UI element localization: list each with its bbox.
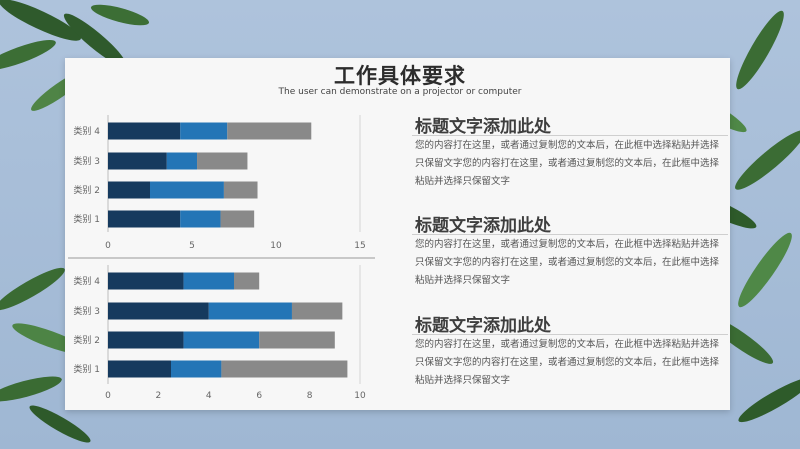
chart2-bar-3-series-1 — [108, 331, 184, 349]
chart2-bar-1-series-1 — [108, 272, 184, 290]
chart1-category-label: 类别 4 — [73, 125, 100, 137]
section-1-body: 您的内容打在这里，或者通过复制您的文本后，在此框中选择粘贴并选择只保留文字您的内… — [415, 140, 720, 187]
chart1-category-label: 类别 3 — [73, 155, 100, 167]
page-title: 工作具体要求 — [334, 64, 466, 88]
chart2-category-label: 类别 2 — [73, 334, 100, 346]
chart2-tick-label: 6 — [256, 391, 262, 401]
chart2-bar-3-series-2 — [183, 331, 260, 349]
chart1-bar-3-series-3 — [223, 181, 258, 199]
chart1-tick-label: 0 — [105, 241, 111, 251]
chart1-bar-3-series-2 — [150, 181, 224, 199]
chart2-bar-2-series-3 — [291, 302, 343, 320]
chart1-bar-1-series-3 — [227, 122, 312, 140]
leaf-decoration-top-left — [0, 0, 150, 111]
page-subtitle: The user can demonstrate on a projector … — [278, 87, 522, 97]
chart1-bar-2-series-1 — [108, 152, 167, 170]
chart2-bar-3-series-3 — [259, 331, 335, 349]
chart2-bar-2-series-1 — [108, 302, 209, 320]
chart1-category-label: 类别 2 — [73, 184, 100, 196]
chart2-tick-label: 2 — [156, 391, 162, 401]
chart1-bar-2-series-3 — [197, 152, 248, 170]
section-1-divider — [412, 135, 728, 136]
chart1-bar-1-series-1 — [108, 122, 181, 140]
section-3-body: 您的内容打在这里，或者通过复制您的文本后，在此框中选择粘贴并选择只保留文字您的内… — [415, 339, 720, 386]
section-3-divider — [412, 334, 728, 335]
chart2-tick-label: 8 — [307, 391, 313, 401]
chart1-bar-4-series-1 — [108, 210, 181, 228]
chart1-bar-3-series-1 — [108, 181, 150, 199]
chart2-bar-4-series-3 — [221, 360, 348, 378]
chart2-bar-1-series-3 — [234, 272, 260, 290]
chart2-tick-label: 4 — [206, 391, 212, 401]
chart2-category-label: 类别 4 — [73, 275, 100, 287]
chart2-bar-4-series-1 — [108, 360, 171, 378]
chart1-bar-2-series-2 — [166, 152, 198, 170]
chart1-bar-4-series-2 — [180, 210, 221, 228]
chart2-bar-1-series-2 — [183, 272, 234, 290]
chart1-bar-4-series-3 — [220, 210, 255, 228]
chart2-category-label: 类别 3 — [73, 305, 100, 317]
section-2-heading: 标题文字添加此处 — [415, 216, 551, 236]
section-3-heading: 标题文字添加此处 — [415, 316, 551, 336]
chart2-bar-4-series-2 — [171, 360, 222, 378]
section-2-divider — [412, 234, 728, 235]
chart1-tick-label: 10 — [270, 241, 282, 251]
chart1-tick-label: 5 — [189, 241, 195, 251]
chart2-tick-label: 0 — [105, 391, 111, 401]
chart1-tick-label: 15 — [354, 241, 365, 251]
chart1-category-label: 类别 1 — [73, 213, 100, 225]
chart2-bar-2-series-2 — [208, 302, 292, 320]
chart1-bar-1-series-2 — [180, 122, 228, 140]
section-1-heading: 标题文字添加此处 — [415, 117, 551, 137]
chart2-category-label: 类别 1 — [73, 363, 100, 375]
chart2-tick-label: 10 — [354, 391, 366, 401]
section-2-body: 您的内容打在这里，或者通过复制您的文本后，在此框中选择粘贴并选择只保留文字您的内… — [415, 239, 720, 286]
